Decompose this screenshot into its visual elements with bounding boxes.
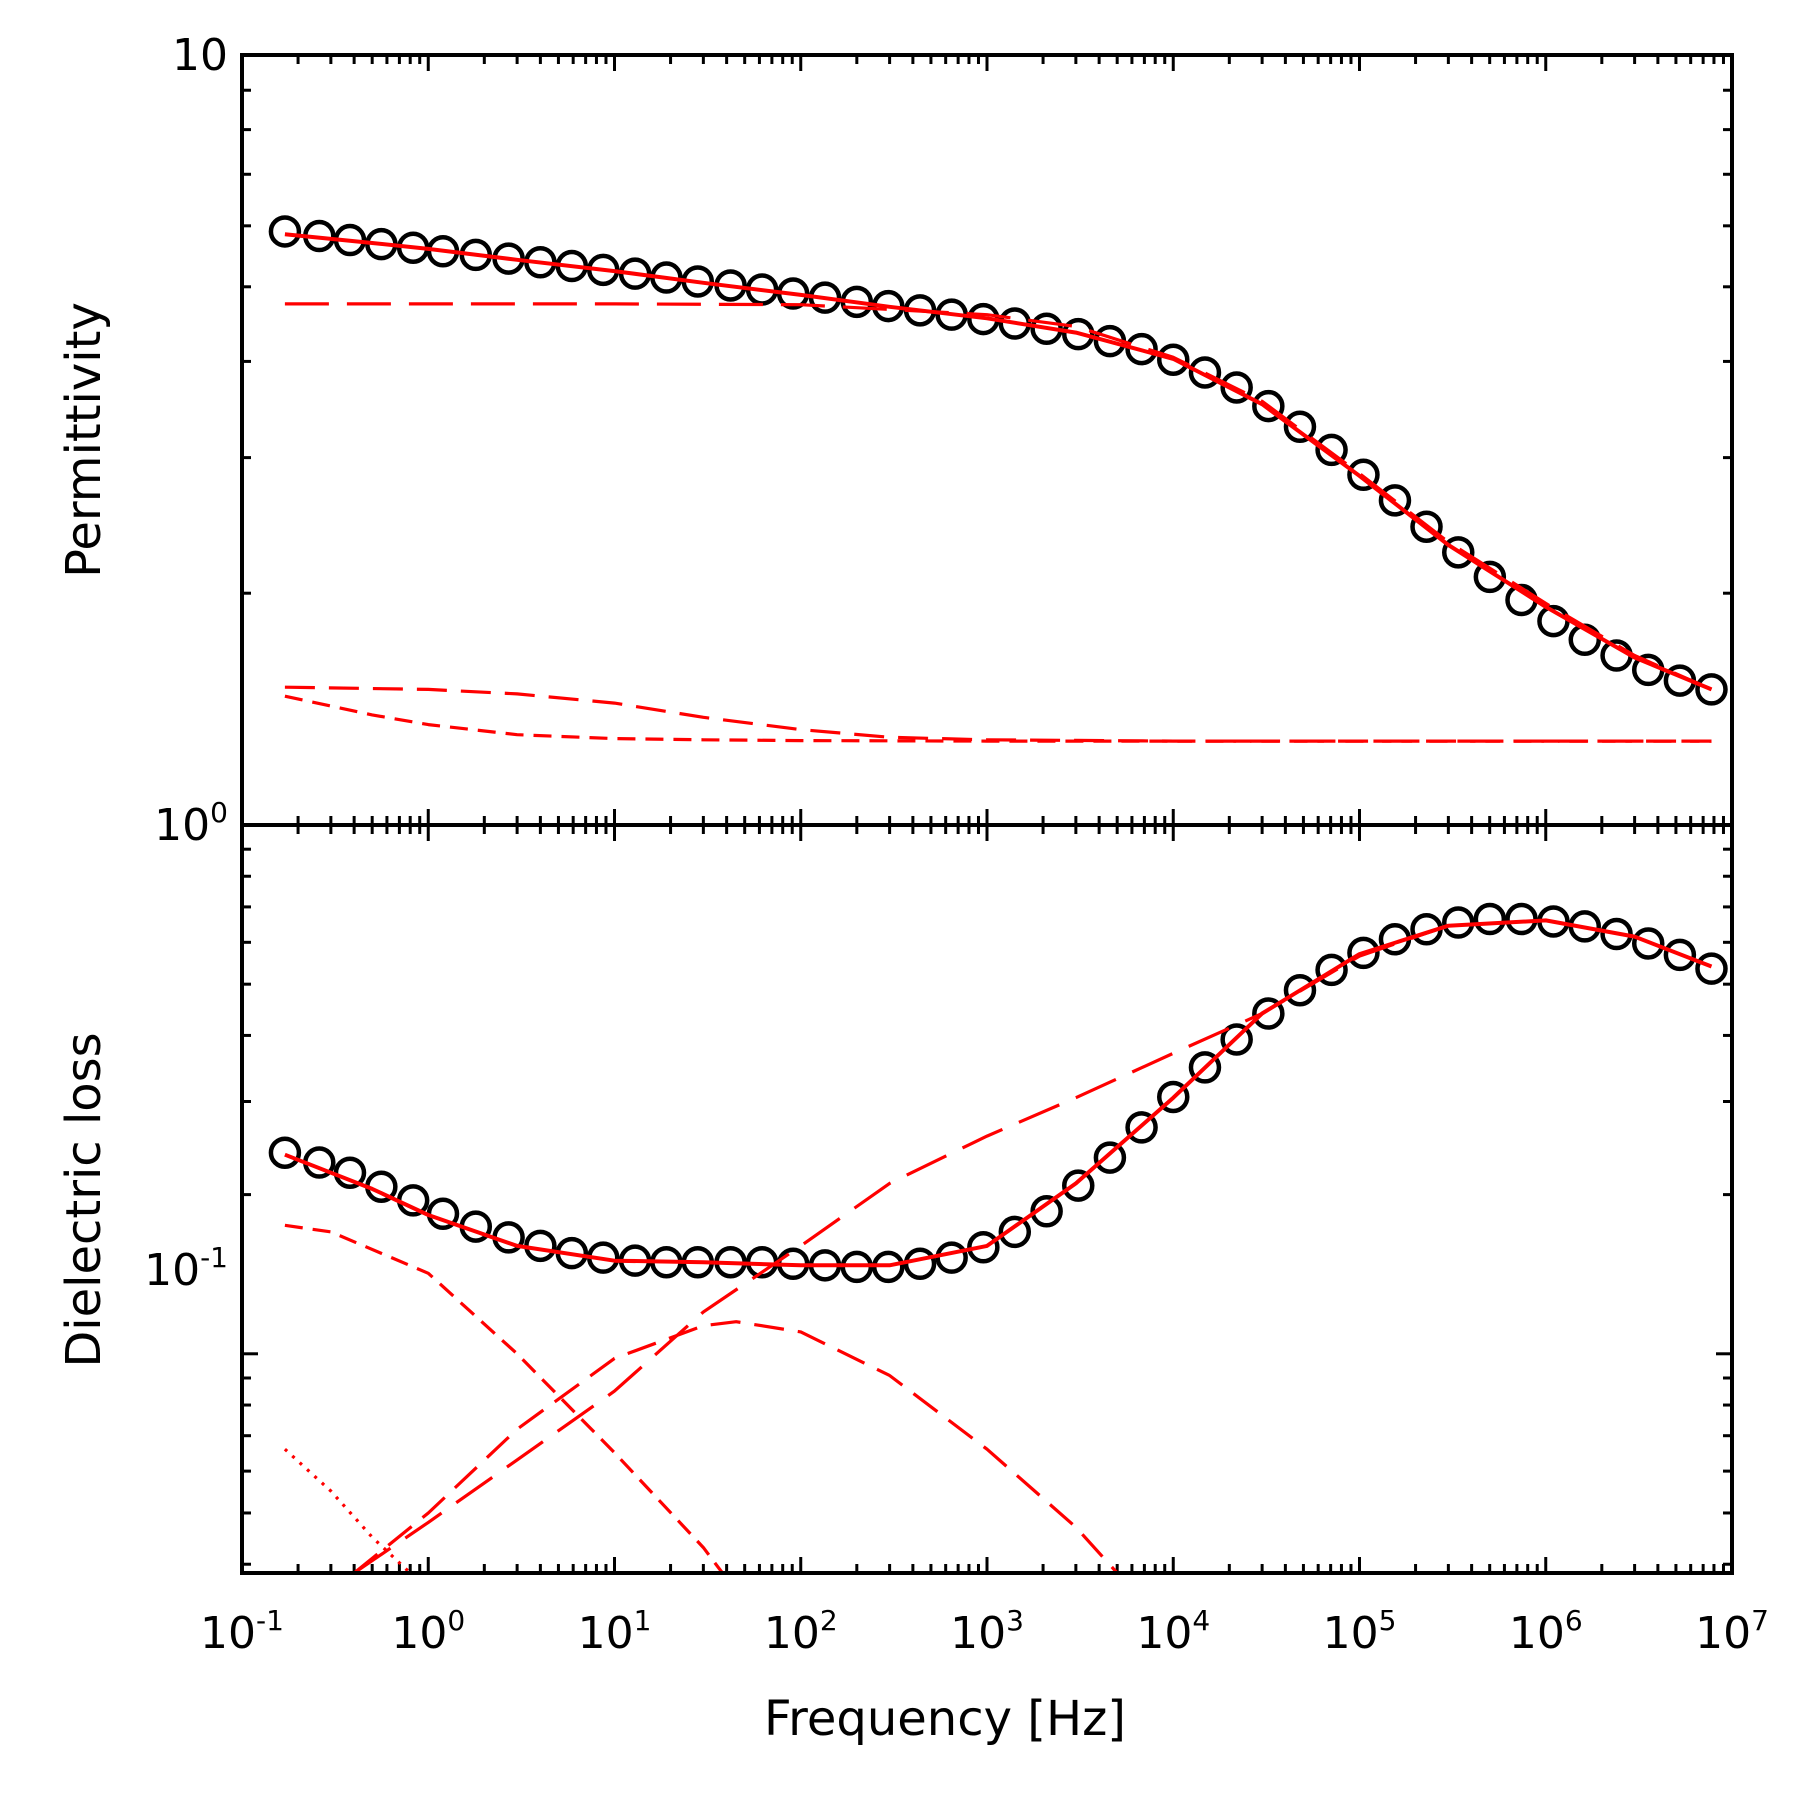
permittivity-data-point: [1410, 510, 1443, 543]
permittivity-data-point: [1315, 433, 1348, 467]
permittivity-data-point: [1157, 343, 1190, 376]
permittivity-data-point: [1695, 673, 1728, 706]
dielectric-loss-data-point: [1283, 973, 1317, 1007]
dielectric-loss-data-point: [935, 1241, 968, 1274]
permittivity-data-point: [1441, 536, 1475, 569]
dielectric-loss-solid-line-1: [284, 918, 1713, 1268]
dielectric-loss-data-point: [1347, 936, 1380, 970]
dielectric-loss-data-point: [1220, 1023, 1253, 1056]
dielectric-loss-data-point: [1315, 953, 1348, 987]
permittivity-ytick-label-10: 10: [172, 30, 228, 81]
dielectric-loss-data-point: [1157, 1080, 1190, 1114]
dielectric-loss-data-point: [1505, 902, 1538, 936]
dielectric-loss-data-point: [1188, 1051, 1222, 1084]
permittivity-data-point: [268, 215, 302, 248]
frequency-tick-label: 100: [391, 1604, 465, 1659]
frequency-tick-labels: 10-1 100 101 102 103 104 105 106 107: [200, 1604, 1769, 1659]
frequency-tick-label: 102: [764, 1604, 838, 1659]
dielectric-loss-panel: 10-1 Dielectric loss 10-1 100 101 102 103 104…: [56, 823, 1769, 1747]
dielectric-loss-data-point: [1252, 997, 1285, 1030]
permittivity-series: [268, 215, 1728, 743]
dielectric-loss-data-point: [1125, 1111, 1158, 1144]
permittivity-data-point: [1283, 410, 1317, 444]
permittivity-short-dash-line-4: [284, 694, 1712, 743]
dielectric-loss-y-axis-title: Dielectric loss: [56, 1032, 112, 1367]
frequency-tick-label: 106: [1509, 1604, 1583, 1659]
dielectric-loss-data-point: [1062, 1169, 1095, 1202]
dielectric-loss-long-dash-line-2: [353, 918, 1713, 1573]
dielectric-loss-data-point: [1695, 952, 1728, 985]
dielectric-loss-data-points: [268, 902, 1728, 1284]
dielectric-loss-data-point: [1030, 1195, 1063, 1228]
dielectric-loss-data-point: [396, 1184, 430, 1217]
dielectric-loss-data-point: [1473, 902, 1507, 936]
permittivity-data-point: [1252, 389, 1285, 423]
dielectric-loss-data-point: [1441, 906, 1475, 939]
dielectric-loss-series: [268, 902, 1728, 1573]
dielectric-loss-data-point: [1663, 938, 1697, 972]
permittivity-data-point: [1125, 332, 1158, 366]
permittivity-axis-ticks: [240, 53, 1732, 827]
frequency-tick-label: 10-1: [200, 1604, 284, 1659]
permittivity-data-point: [1378, 484, 1412, 517]
dielectric-loss-short-dash-line-4: [284, 1223, 724, 1573]
dielectric-loss-ytick-label: 10-1: [144, 1241, 228, 1296]
permittivity-y-axis-title: Permittivity: [56, 302, 112, 578]
frequency-tick-label: 101: [578, 1604, 652, 1659]
permittivity-panel: 10 100 Permittivity: [56, 30, 1734, 851]
dielectric-loss-data-point: [268, 1136, 302, 1169]
frequency-tick-label: 103: [950, 1604, 1024, 1659]
permittivity-long-dash-line-2: [284, 302, 1713, 691]
permittivity-data-point: [1188, 356, 1222, 389]
permittivity-data-points: [268, 215, 1728, 706]
permittivity-solid-line-1: [284, 232, 1713, 692]
dielectric-loss-data-point: [998, 1215, 1032, 1249]
dielectric-loss-data-point: [967, 1231, 1000, 1264]
permittivity-data-point: [1473, 560, 1507, 594]
frequency-tick-label: 105: [1323, 1604, 1397, 1659]
permittivity-data-point: [1347, 458, 1380, 492]
permittivity-data-point: [1062, 317, 1095, 351]
dielectric-loss-data-point: [1093, 1141, 1127, 1174]
permittivity-plot-frame: [240, 53, 1734, 827]
dielectric-loss-data-point: [1631, 927, 1665, 960]
dielectric-loss-data-point: [903, 1247, 937, 1281]
permittivity-ytick-label-1: 100: [154, 796, 228, 851]
dielectric-loss-dotted-line-5: [283, 1448, 412, 1573]
permittivity-medium-dash-line-3: [284, 685, 1712, 743]
dielectric-loss-medium-dash-line-3: [353, 1320, 1119, 1573]
frequency-tick-label: 104: [1136, 1604, 1210, 1659]
dielectric-loss-plot-frame: [240, 823, 1734, 1575]
permittivity-data-point: [1220, 371, 1253, 404]
frequency-tick-label: 107: [1695, 1604, 1769, 1659]
dielectric-loss-axis-ticks: [240, 823, 1732, 1573]
dielectric-loss-data-point: [524, 1229, 557, 1263]
frequency-axis-title: Frequency [Hz]: [764, 1691, 1126, 1747]
